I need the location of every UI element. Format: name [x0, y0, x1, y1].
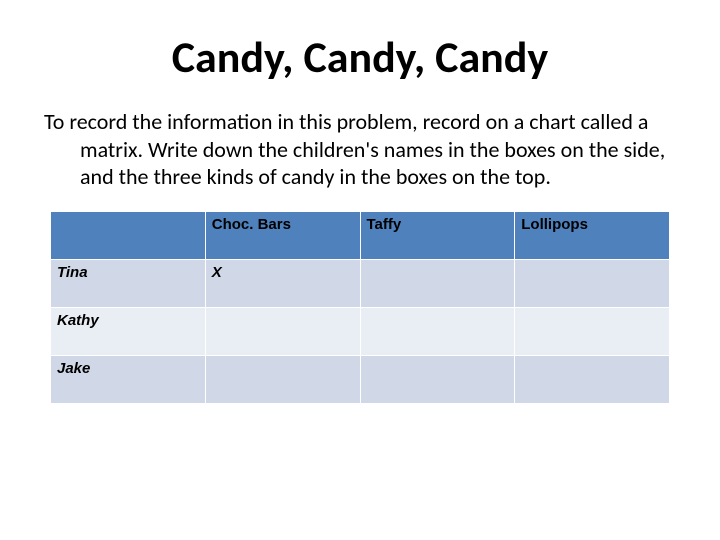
cell	[360, 355, 515, 403]
cell	[205, 355, 360, 403]
instruction-text: To record the information in this proble…	[44, 108, 680, 191]
slide-title: Candy, Candy, Candy	[40, 30, 680, 84]
table-header-row: Choc. Bars Taffy Lollipops	[51, 211, 670, 259]
row-label-tina: Tina	[51, 259, 206, 307]
cell	[515, 355, 670, 403]
cell	[515, 259, 670, 307]
header-taffy: Taffy	[360, 211, 515, 259]
row-label-kathy: Kathy	[51, 307, 206, 355]
header-lollipops: Lollipops	[515, 211, 670, 259]
row-label-jake: Jake	[51, 355, 206, 403]
table-row: Kathy	[51, 307, 670, 355]
cell: X	[205, 259, 360, 307]
cell	[205, 307, 360, 355]
cell	[360, 307, 515, 355]
cell	[360, 259, 515, 307]
table-row: Tina X	[51, 259, 670, 307]
table-row: Jake	[51, 355, 670, 403]
header-choc-bars: Choc. Bars	[205, 211, 360, 259]
cell	[515, 307, 670, 355]
cell-value: X	[212, 264, 222, 281]
instruction-paragraph: To record the information in this proble…	[40, 108, 680, 191]
matrix-table: Choc. Bars Taffy Lollipops Tina X Kathy …	[50, 211, 670, 404]
header-corner	[51, 211, 206, 259]
